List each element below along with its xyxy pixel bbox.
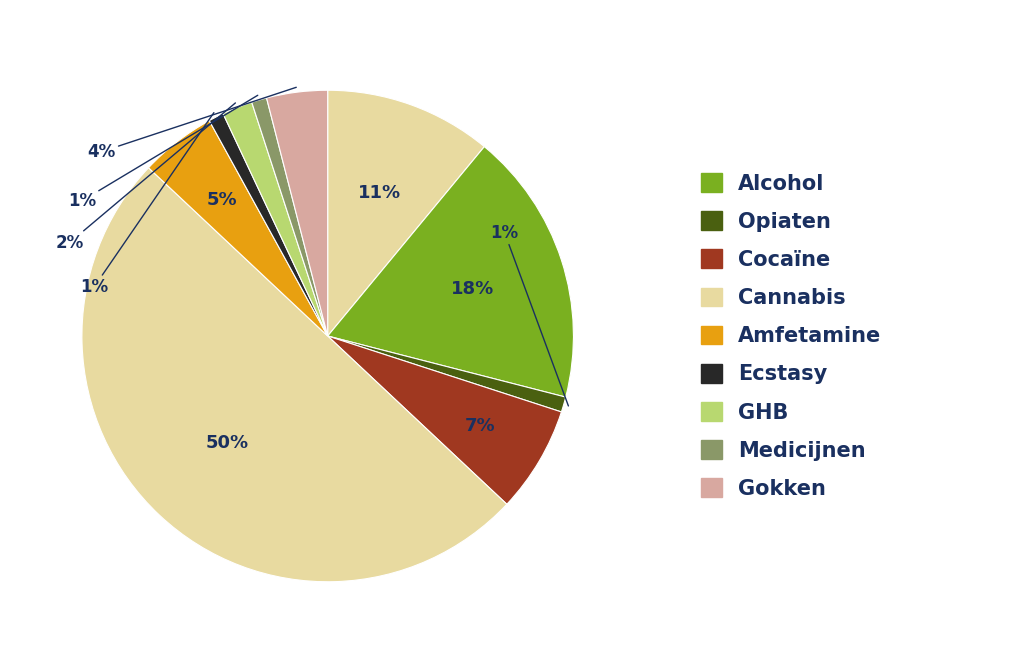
- Text: 2%: 2%: [55, 103, 236, 251]
- Text: 4%: 4%: [87, 87, 296, 161]
- Text: 50%: 50%: [205, 435, 248, 452]
- Wedge shape: [252, 98, 328, 336]
- Legend: Alcohol, Opiaten, Cocaïne, Cannabis, Amfetamine, Ecstasy, GHB, Medicijnen, Gokke: Alcohol, Opiaten, Cocaïne, Cannabis, Amf…: [694, 167, 888, 505]
- Wedge shape: [328, 336, 565, 412]
- Wedge shape: [82, 168, 507, 582]
- Wedge shape: [209, 114, 328, 336]
- Wedge shape: [148, 121, 328, 336]
- Text: 5%: 5%: [207, 191, 238, 209]
- Text: 1%: 1%: [68, 95, 258, 210]
- Text: 11%: 11%: [357, 183, 400, 202]
- Text: 1%: 1%: [490, 224, 568, 406]
- Wedge shape: [328, 146, 573, 397]
- Text: 18%: 18%: [451, 280, 495, 298]
- Wedge shape: [328, 336, 561, 504]
- Wedge shape: [223, 102, 328, 336]
- Text: 7%: 7%: [465, 417, 496, 435]
- Wedge shape: [266, 90, 328, 336]
- Wedge shape: [328, 90, 484, 336]
- Text: 1%: 1%: [80, 113, 214, 296]
